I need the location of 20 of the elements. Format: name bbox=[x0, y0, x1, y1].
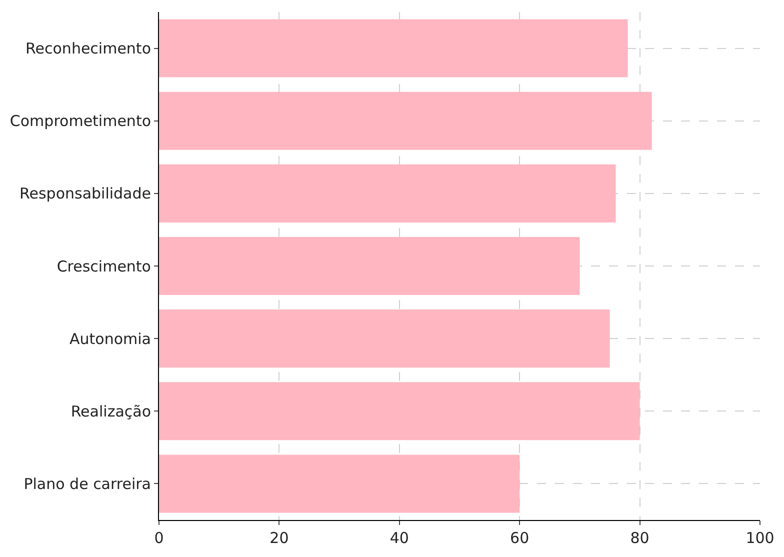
bar bbox=[159, 19, 628, 78]
y-tick-label: Reconhecimento bbox=[26, 40, 151, 58]
bar bbox=[159, 454, 520, 513]
x-tick-label: 100 bbox=[746, 529, 774, 547]
bar bbox=[159, 382, 640, 440]
bar bbox=[159, 164, 616, 222]
x-tick-label: 20 bbox=[270, 529, 289, 547]
bar bbox=[159, 92, 652, 150]
y-tick-label: Comprometimento bbox=[10, 112, 151, 130]
bar bbox=[159, 236, 580, 296]
y-tick-label: Plano de carreira bbox=[24, 474, 151, 493]
bar bbox=[159, 310, 610, 368]
y-tick-label: Responsabilidade bbox=[20, 184, 151, 203]
y-tick-label: Realização bbox=[70, 402, 151, 420]
y-tick-label: Autonomia bbox=[70, 330, 151, 348]
x-tick-label: 60 bbox=[510, 529, 530, 547]
x-tick-label: 40 bbox=[390, 529, 409, 547]
x-tick-label: 0 bbox=[154, 529, 164, 547]
x-tick-label: 80 bbox=[630, 529, 650, 547]
y-tick-label: Crescimento bbox=[56, 257, 151, 276]
